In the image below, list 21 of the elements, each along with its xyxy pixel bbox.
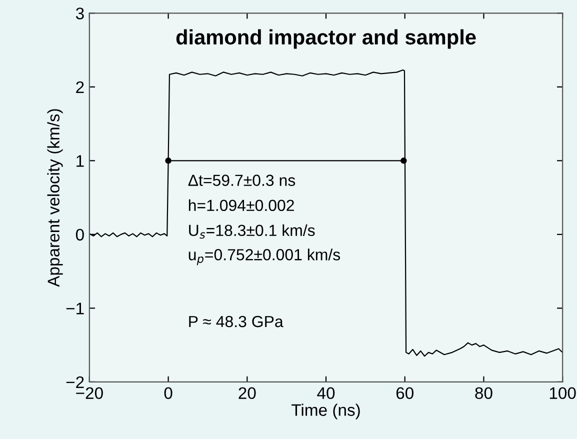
y-tick-label: 1 (76, 155, 84, 167)
annotation: u$_{p}$=0.752±0.001 km/s (188, 248, 340, 266)
x-axis-title: Time (ns) (292, 404, 360, 420)
x-tick-label: 80 (475, 387, 492, 400)
annotation: h=1.094±0.002 (188, 199, 294, 212)
annotation: U$_{s}$=18.3±0.1 km/s (189, 224, 315, 239)
y-tick-label: −2 (66, 376, 84, 388)
y-tick-label: 0 (76, 228, 84, 241)
annotation: Δt=59.7±0.3 ns (188, 174, 296, 186)
x-tick-label: 40 (317, 387, 335, 400)
y-tick-label: 3 (76, 8, 84, 20)
x-tick-label: 100 (550, 387, 576, 400)
x-tick-label: 0 (164, 387, 172, 400)
x-tick-label: 20 (238, 387, 256, 400)
text: diamond impactor and sample (176, 29, 476, 49)
y-axis-title: Apparent velocity (km/s) (47, 109, 63, 287)
y-tick-label: 2 (76, 81, 84, 93)
annotation: P ≈ 48.3 GPa (189, 316, 284, 328)
x-tick-label: −20 (76, 387, 103, 400)
x-tick-label: 60 (396, 387, 414, 400)
y-tick-label: −1 (66, 302, 84, 314)
